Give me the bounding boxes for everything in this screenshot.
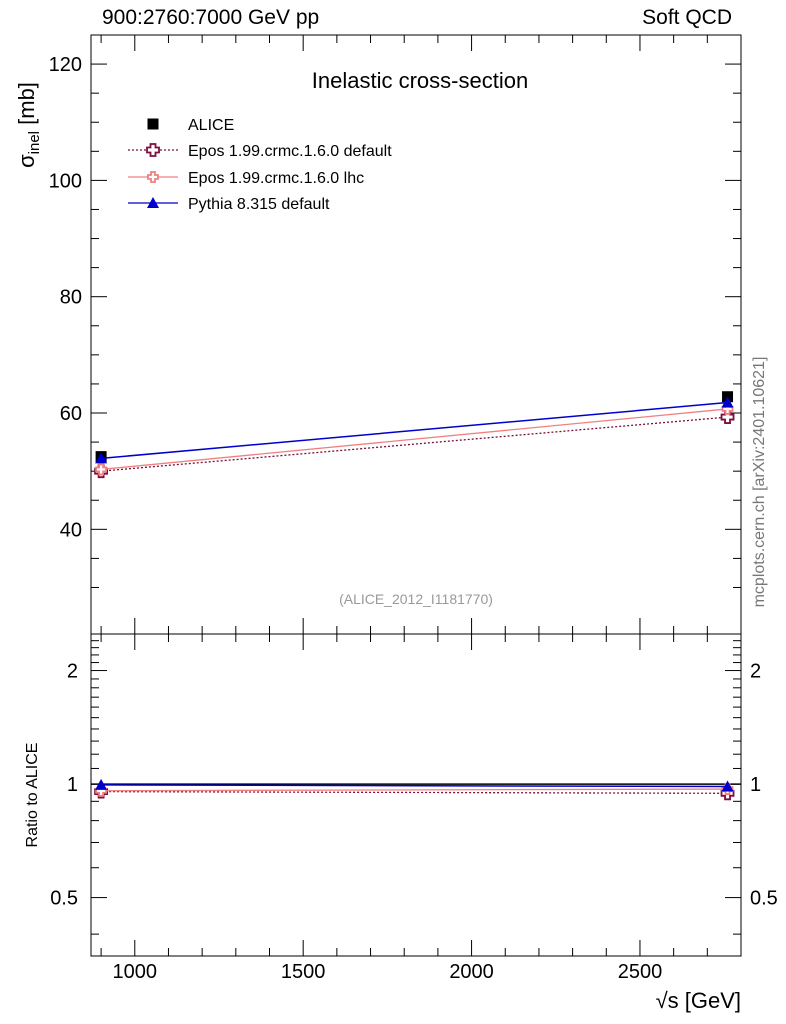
y-axis-label: σinel [mb] xyxy=(14,82,43,168)
header-energy-label: 900:2760:7000 GeV pp xyxy=(102,6,320,29)
series-line xyxy=(101,401,728,460)
y-tick-label: 60 xyxy=(60,403,82,425)
series-line xyxy=(101,408,728,471)
y-tick-label: 120 xyxy=(49,54,82,76)
reference-label: (ALICE_2012_I1181770) xyxy=(339,591,493,607)
ratio-y-tick-label-right: 0.5 xyxy=(750,888,778,910)
ratio-y-tick-label-right: 1 xyxy=(750,774,761,796)
y-tick-label: 100 xyxy=(49,170,82,192)
legend-marker xyxy=(146,143,160,157)
ratio-series-line xyxy=(101,790,728,794)
legend-label: Epos 1.99.crmc.1.6.0 default xyxy=(188,143,392,160)
x-tick-label: 1000 xyxy=(113,961,158,983)
legend-marker xyxy=(147,197,159,208)
data-point xyxy=(95,452,108,464)
legend-marker xyxy=(147,171,159,183)
x-tick-label: 2500 xyxy=(618,961,663,983)
x-tick-label: 1500 xyxy=(281,961,326,983)
ratio-y-tick-label: 0.5 xyxy=(50,888,78,910)
main-panel: 40 60 80 100 120 σinel [mb] Inelastic cross-se… xyxy=(14,34,742,956)
legend-label: Epos 1.99.crmc.1.6.0 lhc xyxy=(188,170,364,187)
data-point xyxy=(95,463,108,476)
y-axis-subscript: inel xyxy=(26,131,43,154)
legend-label: ALICE xyxy=(188,117,234,134)
legend-label: Pythia 8.315 default xyxy=(188,196,330,213)
ratio-y-tick-label: 1 xyxy=(67,774,78,796)
legend-marker xyxy=(147,118,159,130)
y-axis-unit: [mb] xyxy=(14,82,39,131)
y-axis-symbol: σ xyxy=(14,154,39,168)
ratio-y-tick-label-right: 2 xyxy=(750,661,761,683)
ratio-axis-label: Ratio to ALICE xyxy=(24,743,41,848)
header-category-label: Soft QCD xyxy=(642,6,732,29)
y-tick-label: 80 xyxy=(60,287,82,309)
y-tick-label: 40 xyxy=(60,519,82,541)
data-point xyxy=(721,396,734,408)
ratio-y-tick-label: 2 xyxy=(67,661,78,683)
x-tick-label: 2000 xyxy=(449,961,494,983)
ratio-data-point xyxy=(721,780,734,792)
ratio-series-line xyxy=(101,784,728,788)
ratio-frame xyxy=(90,633,742,957)
ratio-series-line xyxy=(101,788,728,792)
chart-title: Inelastic cross-section xyxy=(312,68,528,93)
ratio-data-point xyxy=(95,778,108,790)
x-axis-label: √s [GeV] xyxy=(656,988,741,1013)
series-line xyxy=(101,416,728,472)
ratio-panel: 1000 1500 2000 2500 0.5 0.5 1 1 2 2 √s [GeV] Ratio … xyxy=(24,633,778,1013)
